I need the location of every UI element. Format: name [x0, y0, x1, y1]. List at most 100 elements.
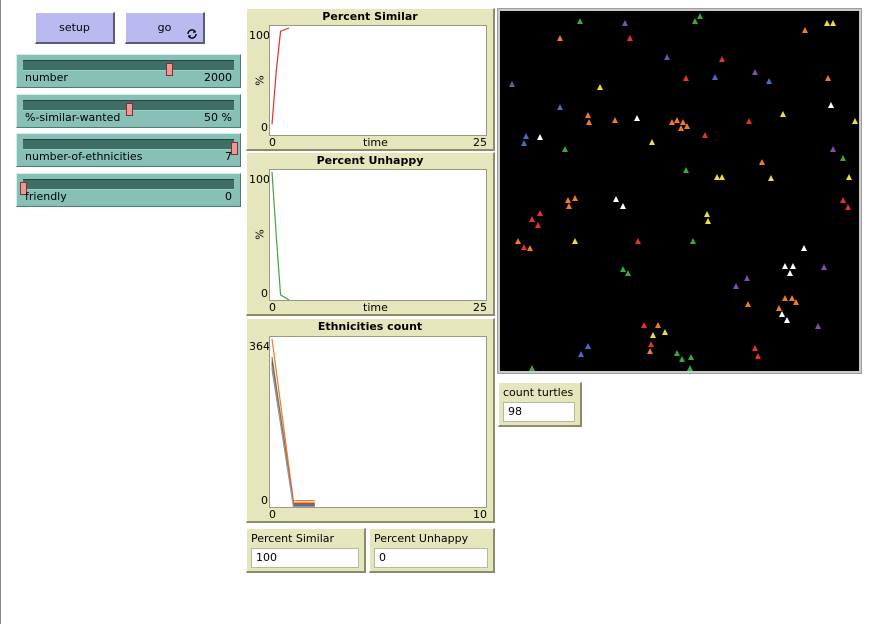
slider-track[interactable]	[20, 179, 234, 195]
turtle	[620, 203, 626, 209]
y-min-label: 0	[261, 121, 268, 134]
setup-button[interactable]: setup	[35, 12, 115, 44]
turtle	[782, 295, 788, 301]
turtle	[815, 323, 821, 329]
slider-value: 7	[225, 150, 232, 163]
x-min-label: 0	[269, 301, 276, 314]
turtle	[776, 305, 782, 311]
turtle	[840, 197, 846, 203]
turtle	[768, 175, 774, 181]
setup-button-label: setup	[59, 21, 90, 34]
turtle	[572, 195, 578, 201]
turtle	[784, 317, 790, 323]
slider-label: %-similar-wanted	[25, 111, 121, 124]
turtle	[674, 350, 680, 356]
series-line-0	[271, 27, 290, 125]
monitor-label: count turtles	[503, 386, 574, 399]
turtle	[719, 56, 725, 62]
turtle	[521, 140, 527, 146]
turtle	[680, 119, 686, 125]
turtle	[830, 20, 836, 26]
slider-track[interactable]	[23, 100, 234, 116]
turtle	[789, 295, 795, 301]
x-min-label: 0	[269, 136, 276, 149]
x-axis-label: time	[363, 301, 388, 314]
turtle	[521, 244, 527, 250]
turtle	[793, 299, 799, 305]
series-line-0	[271, 338, 315, 502]
turtle	[845, 204, 851, 210]
turtle	[527, 245, 533, 251]
turtle	[649, 139, 655, 145]
monitor-label: Percent Unhappy	[374, 532, 469, 545]
turtle	[683, 75, 689, 81]
monitor-percent-similar: Percent Similar 100	[246, 528, 366, 573]
plot-ethnicities-count: Ethnicities count 364 0 0 10	[246, 318, 495, 523]
world-view[interactable]	[500, 11, 859, 371]
series-line-2	[271, 356, 315, 505]
turtle	[690, 238, 696, 244]
turtle	[509, 81, 515, 87]
turtle	[752, 345, 758, 351]
turtle	[566, 203, 572, 209]
slider-thumb[interactable]	[165, 63, 173, 76]
go-button[interactable]: go	[125, 12, 205, 44]
forever-icon	[187, 29, 197, 39]
turtle	[577, 18, 583, 24]
turtle	[641, 322, 647, 328]
slider-thumb[interactable]	[20, 182, 27, 195]
slider-value: 50 %	[204, 111, 232, 124]
turtle	[562, 146, 568, 152]
turtle	[752, 69, 758, 75]
turtle	[733, 283, 739, 289]
turtle	[612, 117, 618, 123]
turtle	[523, 133, 529, 139]
turtle	[745, 301, 751, 307]
turtle	[572, 238, 578, 244]
turtle	[802, 27, 808, 33]
plot-title: Percent Similar	[322, 10, 418, 23]
turtle	[627, 35, 633, 41]
slider-similar-wanted[interactable]: %-similar-wanted 50 %	[16, 94, 241, 128]
y-min-label: 0	[261, 287, 268, 300]
slider-label: number-of-ethnicities	[25, 150, 143, 163]
x-axis-label: time	[363, 136, 388, 149]
plot-area	[269, 169, 487, 301]
turtle	[759, 159, 765, 165]
plot-percent-similar: Percent Similar 100 0 % 0 time 25	[246, 8, 495, 151]
turtle	[537, 210, 543, 216]
slider-track[interactable]	[23, 139, 238, 155]
turtle	[655, 322, 661, 328]
turtle	[766, 78, 772, 84]
plot-title: Ethnicities count	[317, 320, 423, 333]
turtle	[746, 118, 752, 124]
turtle	[697, 13, 703, 19]
turtle	[840, 155, 846, 161]
turtle	[537, 134, 543, 140]
monitor-percent-unhappy: Percent Unhappy 0	[369, 528, 495, 573]
world-view-frame	[497, 8, 862, 374]
turtle	[852, 118, 858, 124]
slider-thumb[interactable]	[125, 103, 133, 116]
turtle	[719, 174, 725, 180]
turtle	[779, 311, 785, 317]
y-axis-label: %	[253, 229, 267, 240]
turtle	[647, 348, 653, 354]
series-line-6	[271, 366, 315, 507]
turtle	[782, 263, 788, 269]
turtle	[824, 20, 830, 26]
slider-value: 2000	[204, 71, 232, 84]
slider-track[interactable]	[23, 60, 234, 76]
slider-friendly[interactable]: friendly 0	[16, 173, 241, 207]
slider-number[interactable]: number 2000	[16, 54, 241, 88]
y-max-label: 364	[249, 340, 270, 353]
slider-label: friendly	[25, 190, 67, 203]
slider-number-of-ethnicities[interactable]: number-of-ethnicities 7	[16, 133, 241, 167]
plot-area	[269, 336, 487, 508]
slider-value: 0	[225, 190, 232, 203]
slider-thumb[interactable]	[231, 142, 238, 155]
go-button-label: go	[157, 21, 172, 34]
turtle	[625, 270, 631, 276]
monitor-value: 100	[251, 548, 359, 568]
y-axis-label: %	[253, 75, 267, 86]
